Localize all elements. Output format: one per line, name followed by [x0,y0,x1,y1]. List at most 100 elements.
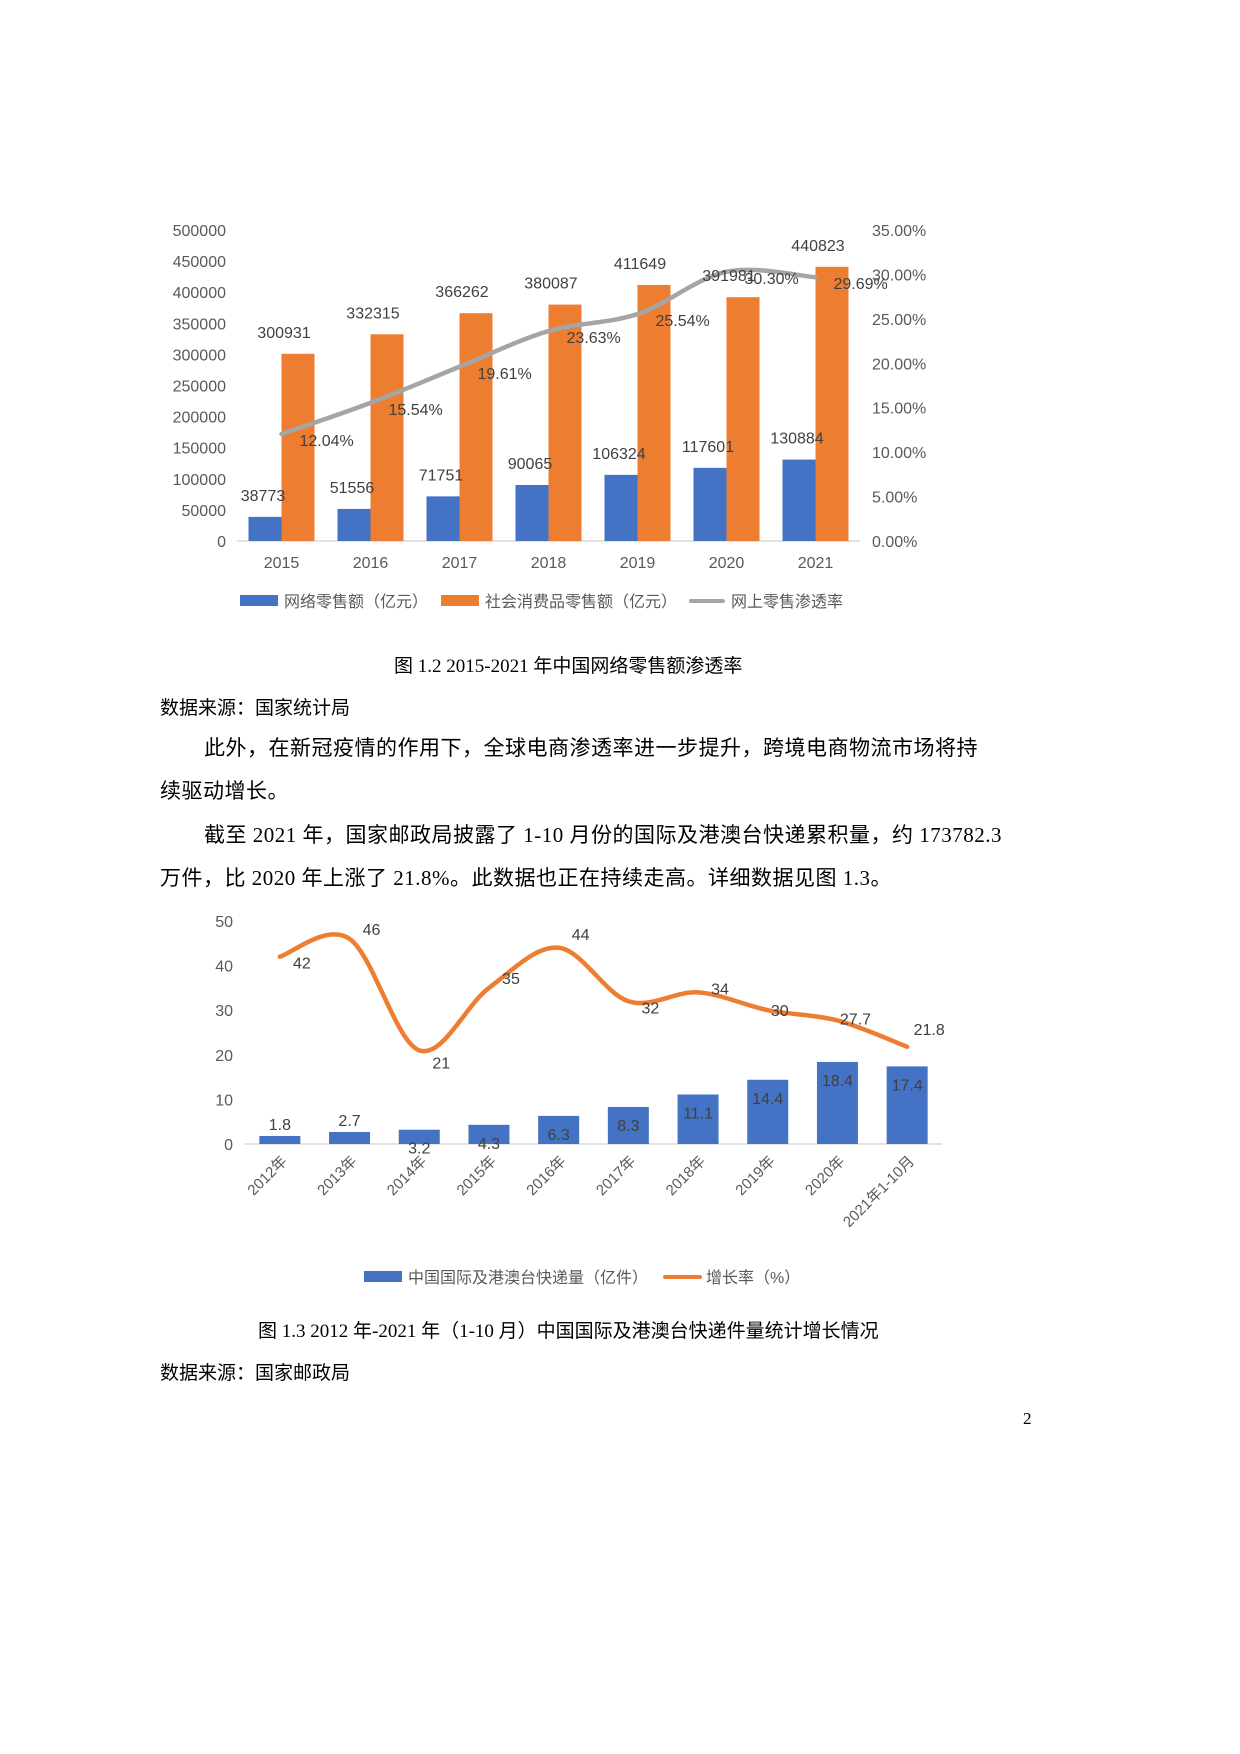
right-axis-tick: 5.00% [872,490,917,507]
online-retail-value-label: 117601 [682,439,734,456]
express-volume-label: 14.4 [752,1091,783,1108]
consumer-retail-value-label: 300931 [257,325,310,342]
online-retail-bar [426,496,460,541]
consumer-retail-bar [815,266,849,541]
y-axis-tick: 30 [215,1003,233,1020]
online-retail-bar [515,484,549,541]
left-axis-tick: 100000 [173,472,226,489]
y-axis-tick: 10 [215,1092,233,1109]
x-axis-tick: 2021 [798,555,834,572]
x-axis-tick: 2020 [709,555,745,572]
figure-1-3-source: 数据来源：国家邮政局 [160,1363,351,1384]
svg-text:2013年: 2013年 [314,1153,360,1199]
x-axis-tick: 2020年 [802,1153,848,1199]
online-retail-value-label: 51556 [330,480,375,497]
x-axis-tick: 2018 [531,555,567,572]
growth-rate-label: 42 [293,956,311,973]
consumer-retail-value-label: 366262 [435,284,488,301]
penetration-rate-label: 19.61% [478,366,532,383]
legend-label-online-retail: 网络零售额（亿元） [284,592,428,611]
retail-penetration-chart: 5000004500004000003500003000002500002000… [173,223,927,611]
consumer-retail-bar [548,304,582,541]
online-retail-value-label: 90065 [508,456,553,473]
legend-label-growth-rate: 增长率（%） [706,1269,800,1287]
left-axis-tick: 300000 [173,347,226,364]
express-volume-label: 18.4 [822,1073,853,1090]
x-axis-tick: 2016 [353,555,389,572]
paragraph-1-line-2: 续驱动增长。 [160,779,289,803]
svg-text:2021年1-10月: 2021年1-10月 [840,1153,918,1231]
page-number: 2 [1023,1409,1032,1428]
consumer-retail-value-label: 332315 [346,305,399,322]
svg-text:2016年: 2016年 [523,1153,569,1199]
express-volume-bar [538,1115,580,1144]
penetration-rate-label: 12.04% [300,433,354,450]
x-axis-tick: 2015年 [454,1153,500,1199]
consumer-retail-bar [459,313,493,541]
express-volume-label: 6.3 [548,1127,570,1144]
growth-rate-label: 32 [641,1000,659,1017]
express-volume-label: 1.8 [269,1117,291,1134]
left-axis-tick: 50000 [182,503,227,520]
express-volume-bar [677,1094,719,1144]
left-axis-tick: 150000 [173,441,226,458]
penetration-rate-line [279,267,818,437]
right-axis-tick: 25.00% [872,312,926,329]
consumer-retail-bar [637,284,671,541]
online-retail-bar [604,474,638,541]
svg-text:2019年: 2019年 [732,1153,778,1199]
consumer-retail-value-label: 411649 [614,256,666,273]
left-axis-tick: 200000 [173,410,226,427]
online-retail-bar [337,508,371,541]
legend-swatch-online-retail [240,595,278,606]
express-volume-bar [886,1066,928,1144]
left-axis-tick: 0 [217,534,226,551]
x-axis-tick: 2016年 [523,1153,569,1199]
right-axis-tick: 0.00% [872,534,917,551]
paragraph-1-line-1: 此外，在新冠疫情的作用下，全球电商渗透率进一步提升，跨境电商物流市场将持 [204,736,978,760]
growth-rate-line [277,932,910,1054]
express-volume-bar [747,1079,789,1144]
consumer-retail-bar [726,297,760,541]
y-axis-tick: 40 [215,959,233,976]
growth-rate-label: 21 [432,1055,450,1072]
x-axis-tick: 2015 [264,555,300,572]
x-axis-tick: 2013年 [314,1153,360,1199]
growth-rate-label: 44 [572,927,590,944]
online-retail-value-label: 38773 [241,488,286,505]
growth-rate-label: 35 [502,971,520,988]
online-retail-bar [248,516,282,541]
growth-rate-label: 21.8 [914,1022,945,1039]
consumer-retail-value-label: 440823 [791,238,844,255]
consumer-retail-bar [370,334,404,541]
x-axis-tick: 2021年1-10月 [840,1153,918,1231]
express-volume-label: 4.3 [478,1136,500,1153]
y-axis-tick: 0 [224,1137,233,1154]
growth-rate-label: 34 [711,981,729,998]
x-axis-tick: 2017年 [593,1153,639,1199]
penetration-rate-label: 25.54% [656,313,710,330]
right-axis-tick: 35.00% [872,223,926,240]
penetration-rate-label: 29.69% [834,276,888,293]
right-axis-tick: 20.00% [872,356,926,373]
growth-rate-label: 27.7 [840,1011,871,1028]
consumer-retail-value-label: 380087 [524,276,577,293]
svg-text:2014年: 2014年 [384,1153,430,1199]
x-axis-tick: 2018年 [663,1153,709,1199]
figure-1-2-caption: 图 1.2 2015-2021 年中国网络零售额渗透率 [394,656,743,677]
left-axis-tick: 450000 [173,254,226,271]
legend-label-express-volume: 中国国际及港澳台快递量（亿件） [408,1269,648,1287]
left-axis-tick: 500000 [173,223,226,240]
x-axis-tick: 2017 [442,555,478,572]
x-axis-tick: 2019 [620,555,656,572]
express-volume-label: 17.4 [892,1077,923,1094]
penetration-rate-label: 23.63% [567,330,621,347]
express-volume-label: 8.3 [617,1118,639,1135]
online-retail-bar [693,467,727,541]
growth-rate-label: 30 [771,1003,789,1020]
right-axis-tick: 10.00% [872,445,926,462]
consumer-retail-value-label: 391981 [702,268,755,285]
online-retail-bar [782,459,816,541]
express-volume-bar [259,1135,301,1144]
